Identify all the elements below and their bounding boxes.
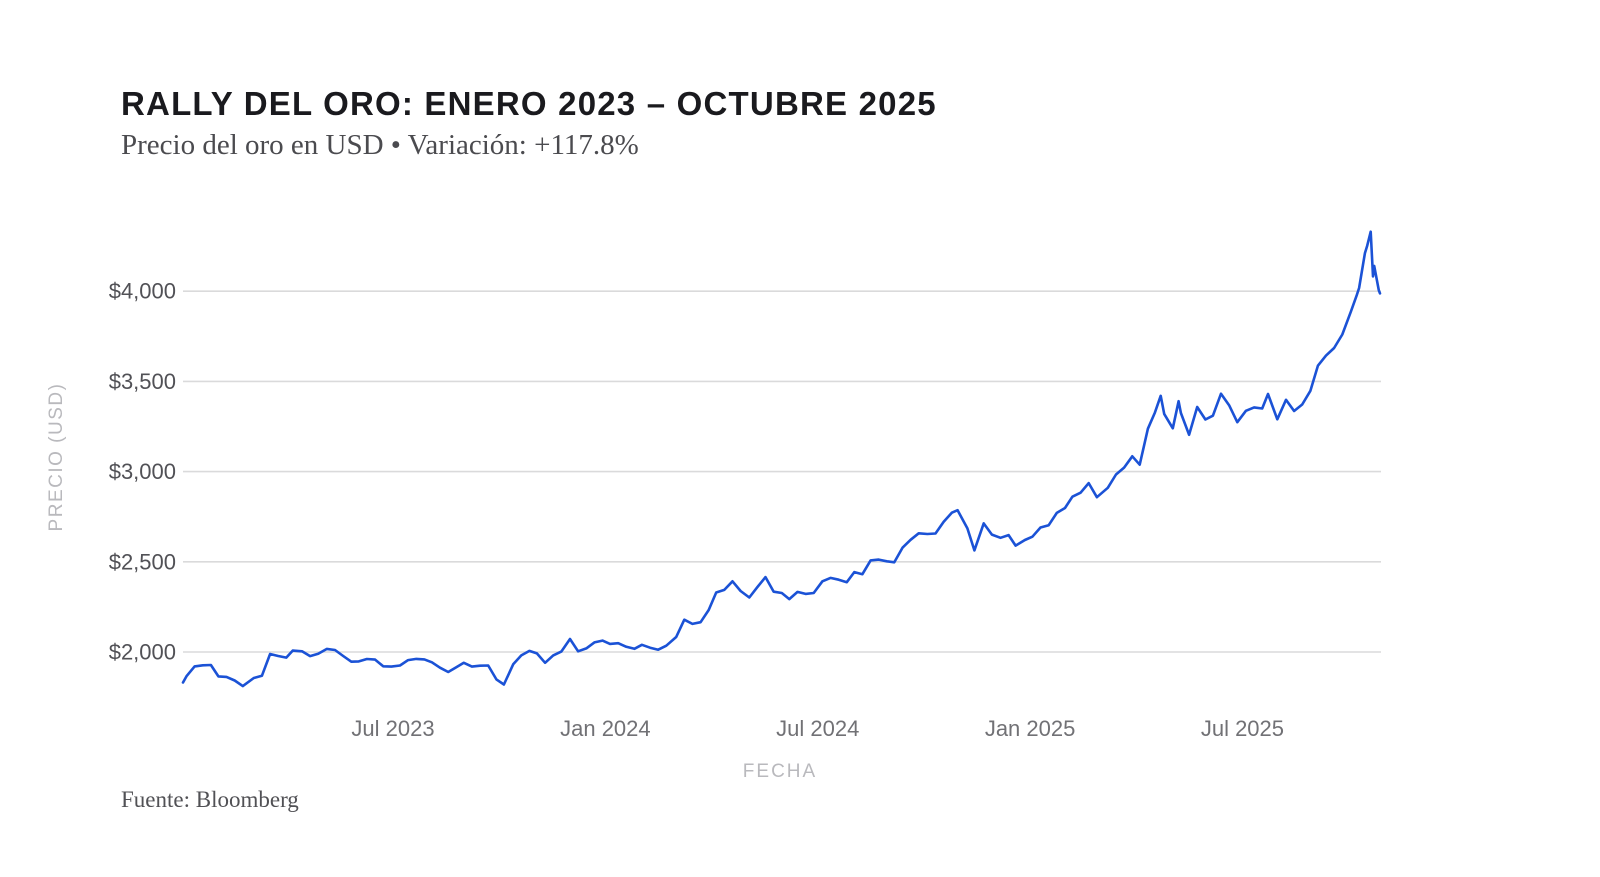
y-tick-label: $3,500: [109, 369, 176, 394]
x-axis-title: FECHA: [742, 761, 818, 782]
source-note: Fuente: Bloomberg: [121, 787, 299, 812]
chart-subtitle: Precio del oro en USD • Variación: +117.…: [121, 129, 639, 161]
y-tick-label: $2,000: [109, 640, 176, 665]
x-tick-label: Jul 2025: [1201, 716, 1284, 741]
x-tick-label: Jan 2025: [985, 716, 1076, 741]
y-tick-label: $2,500: [109, 549, 176, 574]
gold-price-line: [181, 230, 1382, 688]
x-tick-label: Jul 2023: [351, 716, 434, 741]
x-tick-label: Jan 2024: [560, 716, 651, 741]
chart-title: RALLY DEL ORO: ENERO 2023 – OCTUBRE 2025: [121, 85, 937, 122]
y-tick-label: $4,000: [109, 279, 176, 304]
y-tick-label: $3,000: [109, 459, 176, 484]
x-tick-label: Jul 2024: [776, 716, 859, 741]
